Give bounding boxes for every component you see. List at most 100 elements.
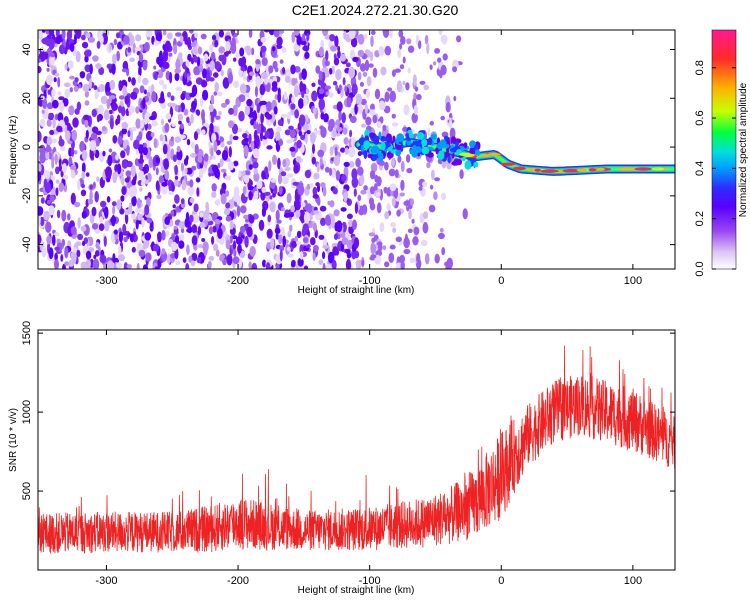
spectrogram-cell <box>391 122 399 127</box>
signal-core <box>458 152 472 157</box>
spectrogram-cell <box>302 45 310 52</box>
y-tick-label: 500 <box>21 482 33 500</box>
spectrogram-cell <box>175 32 182 37</box>
spectrogram-cell <box>160 102 164 108</box>
spectrogram-cell <box>342 77 346 86</box>
spectrogram-cell <box>427 127 431 137</box>
spectrogram-cell <box>434 48 441 54</box>
spectrogram-cell <box>109 95 116 100</box>
spectrogram-cell <box>229 220 234 230</box>
spectrogram-cell <box>106 63 113 69</box>
spectrogram-cell <box>93 85 98 90</box>
spectrogram-cell <box>122 223 127 234</box>
spectrogram-cell <box>338 84 342 92</box>
signal-blob <box>406 139 412 146</box>
spectrogram-cell <box>105 166 112 179</box>
spectrogram-cell <box>138 66 142 77</box>
spectrogram-cell <box>409 257 415 264</box>
spectrogram-cell <box>111 201 117 207</box>
spectrogram-cell <box>46 200 51 205</box>
signal-blob <box>411 148 418 158</box>
spectrogram-cell <box>312 193 319 199</box>
spectrogram-cell <box>112 53 117 65</box>
spectrogram-cell <box>370 242 376 255</box>
spectrogram-cell <box>138 171 143 179</box>
spectrogram-cell <box>117 135 123 145</box>
spectrogram-cell <box>399 64 405 70</box>
spectrogram-cell <box>334 146 338 156</box>
spectrogram-cell <box>98 223 105 232</box>
signal-blob <box>416 132 425 140</box>
spectrogram-cell <box>210 147 214 158</box>
spectrogram-cell <box>324 60 330 67</box>
top-y-axis-label: Frequency (Hz) <box>8 116 19 185</box>
spectrogram-cell <box>70 251 75 259</box>
spectrogram-cell <box>327 123 334 132</box>
spectrogram-cell <box>334 35 339 48</box>
signal-blob <box>474 149 481 157</box>
spectrogram-cell <box>58 44 66 55</box>
spectrogram-cell <box>369 109 376 117</box>
spectrogram-cell <box>434 253 440 264</box>
x-tick-label: 0 <box>498 575 504 587</box>
spectrogram-cell <box>91 126 99 134</box>
spectrogram-cell <box>189 197 195 203</box>
spectrogram-cell <box>231 37 236 49</box>
spectrogram-cell <box>82 41 89 49</box>
spectrogram-cell <box>280 113 288 118</box>
spectrogram-cell <box>296 139 302 149</box>
signal-blob <box>446 147 450 154</box>
spectrogram-cell <box>226 50 232 55</box>
spectrogram-cell <box>174 164 178 176</box>
spectrogram-cell <box>151 120 159 127</box>
spectrogram-cell <box>357 49 365 57</box>
spectrogram-cell <box>218 46 225 54</box>
signal-core <box>596 167 605 171</box>
spectrogram-cell <box>433 191 438 201</box>
spectrogram-cell <box>311 90 318 102</box>
signal-blob <box>421 146 430 155</box>
spectrogram-cell <box>243 145 249 157</box>
spectrogram-cell <box>145 30 153 38</box>
spectrogram-cell <box>407 67 411 74</box>
spectrogram-cell <box>150 132 155 138</box>
spectrogram-cell <box>228 146 232 158</box>
spectrogram-cell <box>253 172 260 182</box>
spectrogram-cell <box>370 30 376 36</box>
spectrogram-cell <box>156 194 162 200</box>
spectrogram-cell <box>260 71 268 80</box>
spectrogram-cell <box>198 244 203 249</box>
spectrogram-cell <box>259 83 266 96</box>
spectrogram-cell <box>275 263 280 269</box>
spectrogram-cell <box>130 91 138 100</box>
spectrogram-cell <box>173 225 178 230</box>
spectrogram-cell <box>141 217 145 228</box>
spectrogram-cell <box>207 220 214 226</box>
spectrogram-cell <box>143 41 150 52</box>
signal-blob <box>437 142 443 150</box>
spectrogram-cell <box>331 169 336 178</box>
spectrogram-cell <box>193 203 199 212</box>
spectrogram-cell <box>248 164 253 170</box>
spectrogram-cell <box>265 113 273 120</box>
spectrogram-cell <box>49 194 55 203</box>
spectrogram-cell <box>68 259 75 267</box>
spectrogram-cell <box>376 241 383 246</box>
spectrogram-cell <box>243 174 250 184</box>
spectrogram-cell <box>146 217 153 224</box>
spectrogram-cell <box>320 112 325 120</box>
spectrogram-cell <box>63 116 69 126</box>
spectrogram-cell <box>153 72 158 81</box>
spectrogram-cell <box>47 113 54 119</box>
spectrogram-cell <box>301 227 306 237</box>
spectrogram-cell <box>191 165 197 171</box>
spectrogram-cell <box>335 170 341 181</box>
spectrogram-cell <box>303 265 309 269</box>
spectrogram-cell <box>49 57 55 66</box>
spectrogram-cell <box>242 70 247 82</box>
spectrogram-cell <box>254 86 259 98</box>
spectrogram-cell <box>294 66 301 73</box>
spectrogram-cell <box>434 177 441 182</box>
spectrogram-cell <box>178 52 183 59</box>
